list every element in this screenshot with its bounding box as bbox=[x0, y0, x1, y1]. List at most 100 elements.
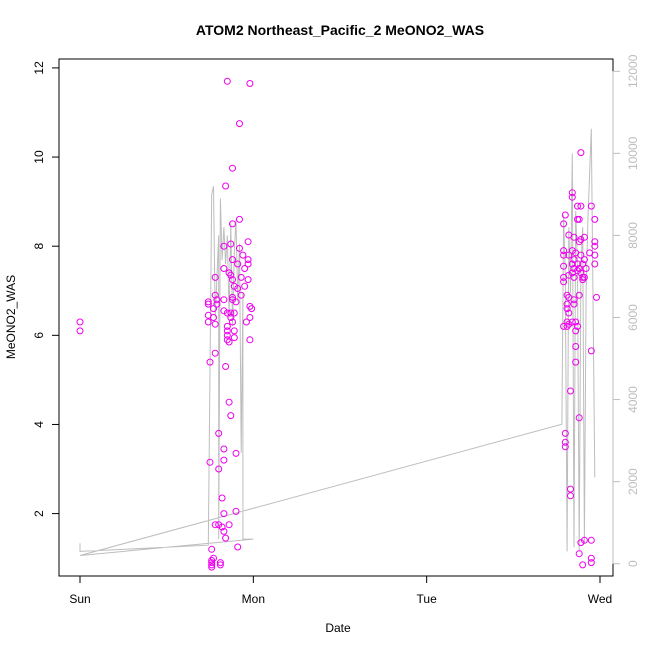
data-point bbox=[227, 240, 235, 248]
data-point bbox=[220, 296, 228, 304]
data-point bbox=[210, 314, 217, 321]
y2-tick-label: 6000 bbox=[626, 304, 640, 331]
data-point bbox=[587, 536, 595, 544]
data-point bbox=[561, 211, 569, 219]
x-axis: Sun Mon Tue Wed bbox=[69, 575, 612, 606]
data-point bbox=[241, 282, 249, 290]
data-point bbox=[560, 262, 568, 270]
data-point bbox=[572, 358, 580, 366]
x-tick-label: Tue bbox=[417, 592, 438, 606]
data-point bbox=[211, 273, 219, 281]
data-point bbox=[572, 318, 580, 326]
data-point bbox=[225, 398, 233, 406]
data-point bbox=[563, 291, 571, 299]
y-tick-label: 10 bbox=[32, 150, 46, 164]
data-point bbox=[211, 320, 219, 328]
data-point bbox=[223, 331, 231, 339]
data-point bbox=[568, 193, 576, 201]
data-point bbox=[204, 300, 212, 308]
data-point bbox=[567, 485, 574, 493]
data-point bbox=[227, 314, 235, 321]
data-point bbox=[560, 251, 568, 259]
data-point bbox=[591, 260, 599, 268]
data-point bbox=[76, 318, 84, 326]
data-point bbox=[244, 238, 252, 246]
data-point bbox=[227, 271, 235, 279]
data-point bbox=[242, 318, 250, 326]
data-point bbox=[560, 220, 568, 228]
x-axis-label: Date bbox=[325, 621, 351, 635]
data-point bbox=[563, 305, 571, 313]
data-point bbox=[210, 554, 217, 562]
y-tick-label: 6 bbox=[32, 332, 46, 339]
data-point bbox=[570, 296, 578, 304]
data-point bbox=[218, 523, 226, 531]
data-point bbox=[577, 251, 585, 259]
x-tick-label: Wed bbox=[588, 592, 612, 606]
data-point bbox=[223, 322, 231, 330]
data-point bbox=[216, 561, 224, 569]
data-point bbox=[220, 242, 228, 250]
data-point bbox=[227, 309, 235, 317]
data-point bbox=[574, 260, 581, 268]
data-point bbox=[565, 309, 573, 317]
data-point bbox=[206, 458, 214, 466]
data-point bbox=[204, 318, 212, 326]
data-point bbox=[220, 527, 228, 535]
data-point bbox=[236, 244, 243, 252]
data-point bbox=[582, 265, 590, 272]
data-point bbox=[570, 273, 578, 281]
data-point bbox=[570, 256, 578, 264]
data-point bbox=[246, 80, 254, 87]
data-point bbox=[220, 456, 228, 464]
data-point bbox=[210, 305, 217, 313]
data-point bbox=[575, 414, 583, 422]
data-point bbox=[241, 265, 249, 272]
point-series bbox=[76, 77, 600, 571]
data-point bbox=[229, 293, 236, 301]
data-point bbox=[239, 251, 247, 259]
data-point bbox=[587, 559, 595, 567]
data-point bbox=[220, 445, 228, 453]
data-point bbox=[591, 251, 599, 259]
data-point bbox=[579, 260, 587, 268]
data-point bbox=[580, 273, 588, 281]
data-point bbox=[561, 443, 569, 451]
data-point bbox=[208, 556, 216, 564]
data-point bbox=[565, 320, 573, 328]
data-point bbox=[229, 296, 236, 304]
data-point bbox=[244, 256, 252, 264]
y2-axis: 0 2000 4000 6000 8000 10000 12000 bbox=[612, 54, 640, 567]
data-point bbox=[222, 363, 230, 370]
data-point bbox=[591, 238, 599, 246]
data-point bbox=[230, 309, 238, 317]
data-point bbox=[568, 318, 576, 326]
data-point bbox=[570, 265, 578, 272]
data-point bbox=[575, 550, 583, 558]
y-axis-label: MeONO2_WAS bbox=[4, 275, 18, 359]
data-point bbox=[236, 215, 243, 223]
data-point bbox=[237, 273, 245, 281]
data-point bbox=[577, 539, 585, 547]
y-axis: 2 4 6 8 10 12 bbox=[32, 61, 60, 517]
line-series bbox=[79, 128, 596, 556]
data-point bbox=[208, 559, 216, 567]
data-point bbox=[561, 429, 569, 437]
y-tick-label: 4 bbox=[32, 421, 46, 428]
data-point bbox=[574, 322, 581, 330]
data-point bbox=[211, 291, 219, 299]
data-point bbox=[568, 189, 576, 197]
data-point bbox=[246, 314, 254, 321]
data-point bbox=[211, 521, 219, 529]
y-tick-label: 12 bbox=[32, 61, 46, 75]
data-point bbox=[223, 77, 231, 85]
data-point bbox=[568, 260, 576, 268]
data-point bbox=[577, 236, 585, 243]
y2-tick-label: 8000 bbox=[626, 222, 640, 249]
data-point bbox=[593, 293, 600, 301]
data-point bbox=[246, 302, 254, 310]
series-line bbox=[79, 128, 596, 556]
data-point bbox=[575, 215, 583, 223]
data-point bbox=[232, 449, 240, 457]
data-point bbox=[246, 336, 254, 344]
